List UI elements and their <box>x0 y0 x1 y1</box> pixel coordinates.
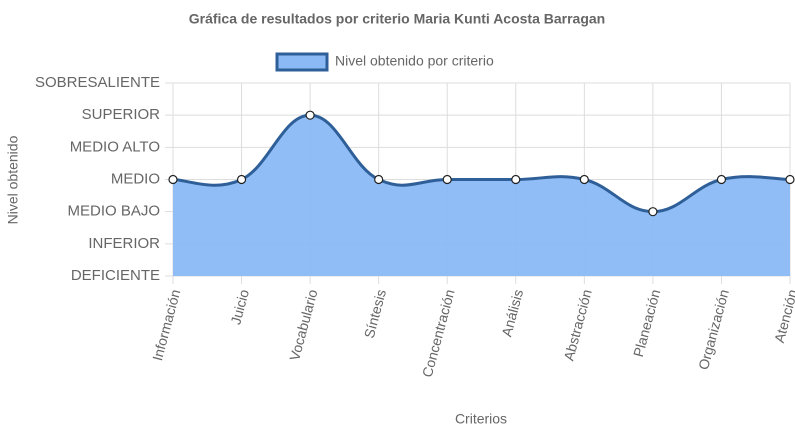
y-tick-label: SOBRESALIENTE <box>35 74 160 91</box>
y-tick-label: SUPERIOR <box>82 106 161 123</box>
x-tick-label: Organización <box>695 288 732 372</box>
point <box>374 174 384 185</box>
legend-swatch <box>275 52 329 72</box>
point <box>579 174 589 185</box>
x-tick-label: Análisis <box>498 288 526 339</box>
x-tick-label: Concentración <box>419 288 458 379</box>
point <box>442 174 452 185</box>
chart-title: Gráfica de resultados por criterio Maria… <box>189 11 606 27</box>
point <box>511 174 521 185</box>
x-tick-label: Información <box>149 288 183 363</box>
y-tick-label: INFERIOR <box>88 235 160 252</box>
y-tick-label: MEDIO <box>111 170 160 187</box>
point <box>236 174 247 185</box>
y-tick-label: MEDIO BAJO <box>67 203 160 220</box>
point <box>648 207 658 217</box>
point <box>305 110 315 120</box>
line <box>172 113 791 214</box>
x-tick-label: Vocabulario <box>286 287 320 362</box>
point <box>785 174 795 185</box>
legend-label: Nivel obtenido por criterio <box>335 53 494 69</box>
x-tick-label: Planeación <box>630 288 663 359</box>
x-tick-label: Abstracción <box>560 288 594 363</box>
area <box>173 115 790 277</box>
point <box>168 174 178 185</box>
x-tick-label: Atención <box>771 288 795 345</box>
x-axis-label: Criterios <box>455 411 507 427</box>
x-tick-label: Síntesis <box>361 288 389 340</box>
y-axis-label: Nivel obtenido <box>5 135 21 224</box>
x-tick-label: Juicio <box>227 287 252 326</box>
point <box>716 174 727 185</box>
y-tick-label: MEDIO ALTO <box>70 138 160 155</box>
y-tick-label: DEFICIENTE <box>71 267 160 284</box>
